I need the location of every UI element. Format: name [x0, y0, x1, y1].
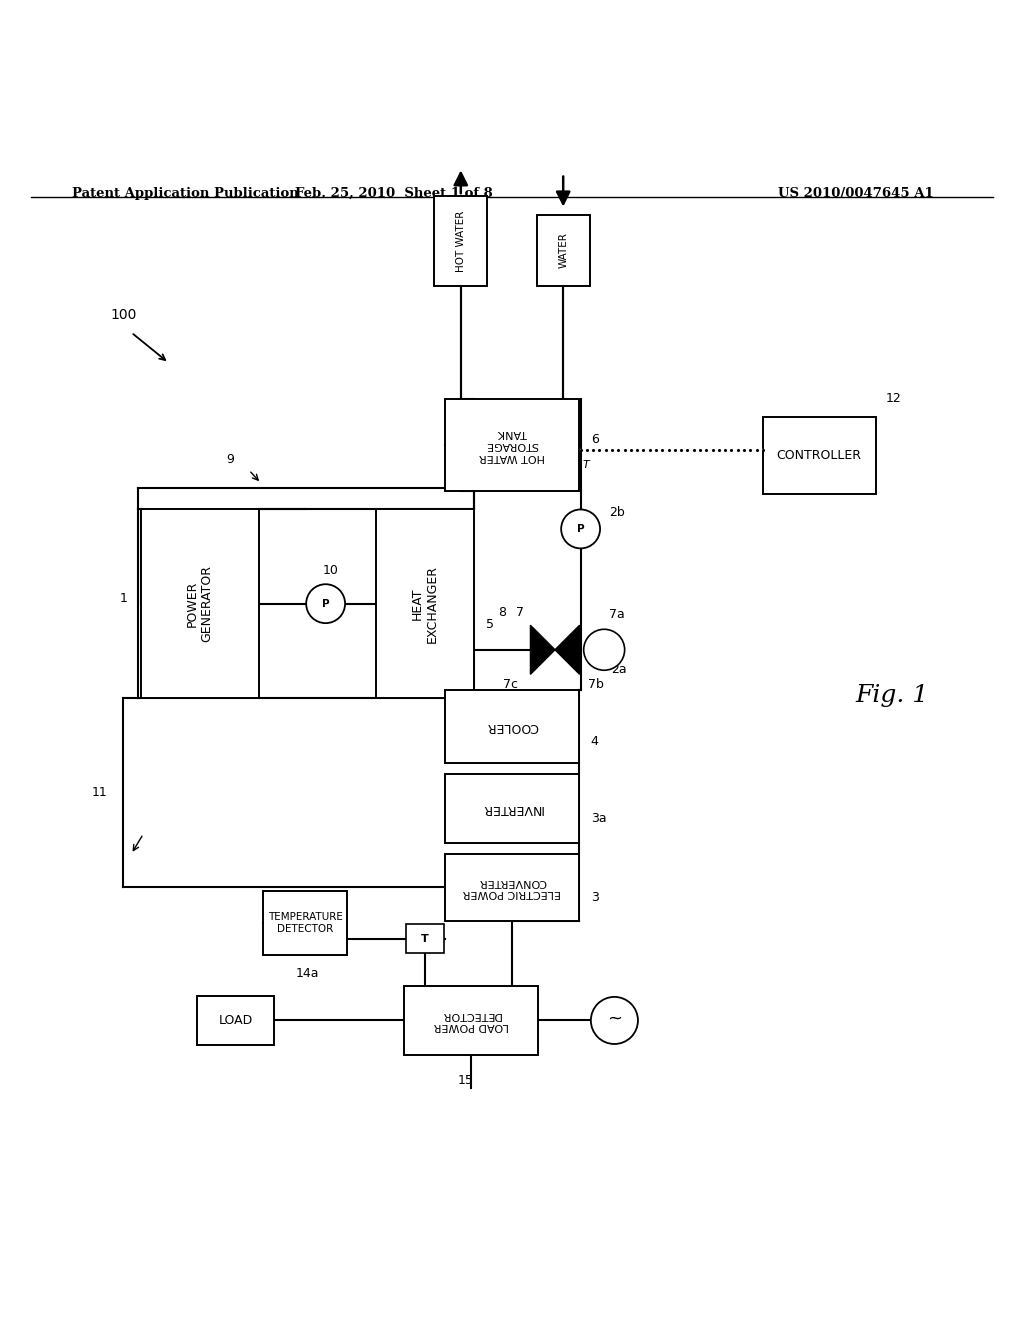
Text: 9: 9 — [226, 453, 234, 466]
Text: HEAT
EXCHANGER: HEAT EXCHANGER — [411, 565, 439, 643]
FancyBboxPatch shape — [141, 510, 258, 698]
FancyBboxPatch shape — [445, 689, 579, 763]
Text: 100: 100 — [111, 308, 137, 322]
Text: 7c: 7c — [503, 678, 518, 692]
Text: 2a: 2a — [611, 663, 627, 676]
Text: 2: 2 — [611, 638, 620, 651]
Text: LOAD POWER
DETECTOR: LOAD POWER DETECTOR — [433, 1010, 509, 1031]
Text: 12: 12 — [886, 392, 901, 405]
Polygon shape — [555, 626, 580, 675]
FancyBboxPatch shape — [445, 774, 579, 843]
Circle shape — [591, 997, 638, 1044]
Text: TEMPERATURE
DETECTOR: TEMPERATURE DETECTOR — [267, 912, 343, 935]
Text: 6: 6 — [591, 433, 599, 446]
FancyBboxPatch shape — [445, 854, 579, 920]
Text: P: P — [577, 524, 585, 533]
Text: INVERTER: INVERTER — [481, 803, 543, 814]
FancyBboxPatch shape — [763, 417, 876, 494]
Text: US 2010/0047645 A1: US 2010/0047645 A1 — [778, 187, 934, 199]
Circle shape — [561, 510, 600, 548]
Text: T: T — [421, 933, 429, 944]
Text: 8: 8 — [498, 606, 506, 619]
FancyBboxPatch shape — [406, 924, 444, 953]
Text: 11: 11 — [92, 787, 108, 800]
Text: CONTROLLER: CONTROLLER — [776, 449, 862, 462]
Text: 14a: 14a — [296, 968, 318, 981]
Text: 10: 10 — [323, 564, 339, 577]
Text: WATER: WATER — [558, 232, 568, 268]
Text: 5: 5 — [485, 618, 494, 631]
Text: 15: 15 — [458, 1073, 474, 1086]
FancyBboxPatch shape — [434, 197, 487, 286]
Text: Fig. 1: Fig. 1 — [855, 684, 929, 708]
Circle shape — [306, 585, 345, 623]
Text: 7: 7 — [516, 606, 524, 619]
Text: ELECTRIC POWER
CONVERTER: ELECTRIC POWER CONVERTER — [463, 876, 561, 898]
Text: COOLER: COOLER — [486, 721, 538, 733]
FancyBboxPatch shape — [445, 399, 579, 491]
FancyBboxPatch shape — [404, 986, 538, 1055]
Text: Patent Application Publication: Patent Application Publication — [72, 187, 298, 199]
Text: HOT WATER
STORAGE
TANK: HOT WATER STORAGE TANK — [479, 429, 545, 462]
Text: POWER
GENERATOR: POWER GENERATOR — [185, 565, 214, 642]
Text: HOT WATER: HOT WATER — [456, 210, 466, 272]
FancyBboxPatch shape — [263, 891, 347, 954]
Text: 7a: 7a — [609, 609, 625, 622]
Polygon shape — [530, 626, 555, 675]
FancyBboxPatch shape — [377, 510, 473, 698]
Text: 1: 1 — [120, 593, 128, 605]
Text: 3: 3 — [591, 891, 599, 904]
Text: 4: 4 — [591, 735, 599, 748]
FancyBboxPatch shape — [537, 215, 590, 286]
Text: LOAD: LOAD — [218, 1014, 253, 1027]
Text: 3a: 3a — [591, 812, 606, 825]
Text: ~: ~ — [607, 1010, 622, 1027]
FancyBboxPatch shape — [197, 995, 274, 1045]
Text: P: P — [322, 599, 330, 609]
Text: Feb. 25, 2010  Sheet 1 of 8: Feb. 25, 2010 Sheet 1 of 8 — [295, 187, 494, 199]
Text: 7b: 7b — [588, 678, 604, 692]
Text: 2b: 2b — [609, 506, 625, 519]
Circle shape — [584, 630, 625, 671]
Text: T: T — [583, 461, 590, 470]
